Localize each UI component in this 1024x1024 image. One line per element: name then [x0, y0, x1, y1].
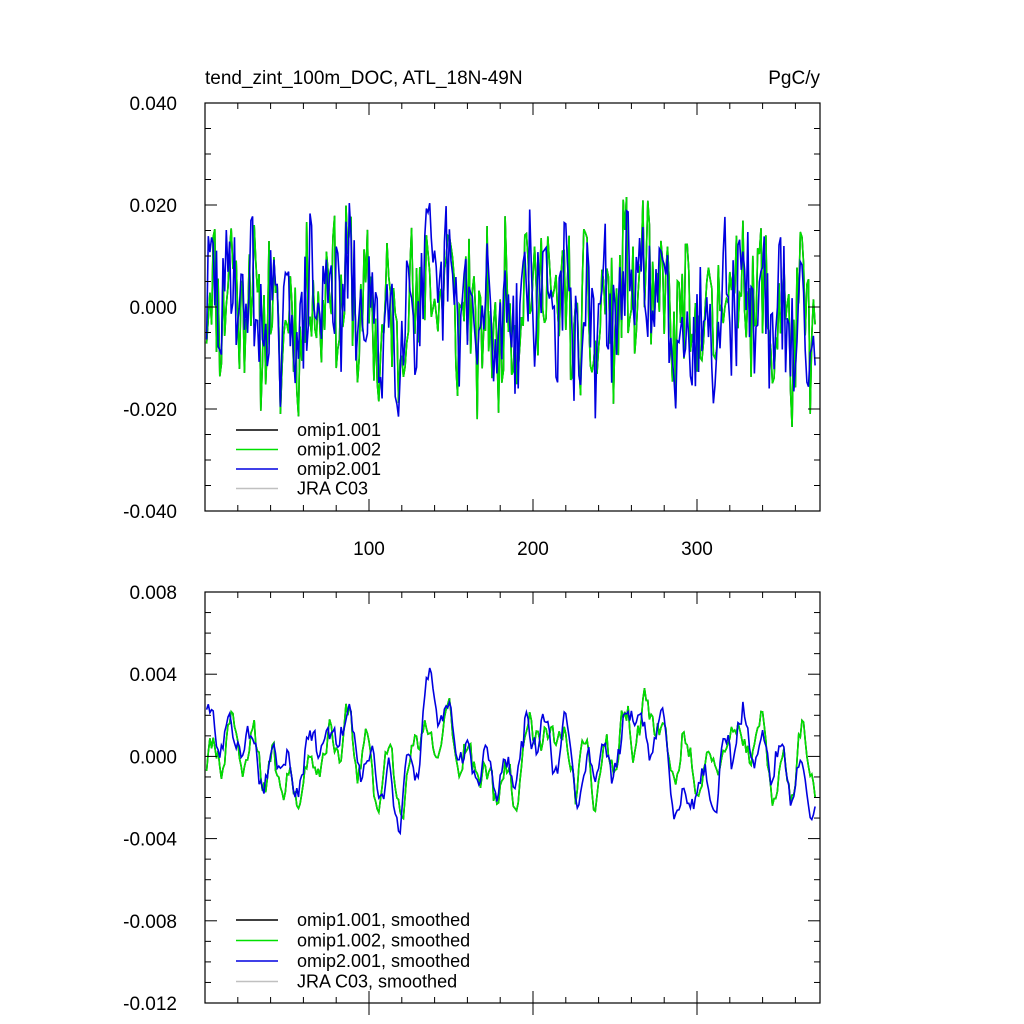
legend-label: omip1.001, smoothed [297, 910, 470, 930]
legend-label: omip1.001 [297, 420, 381, 440]
series-line-omip1-002-smoothed [205, 688, 816, 821]
y-tick-label: 0.008 [129, 583, 177, 604]
series-line-omip2-001-smoothed [205, 667, 816, 836]
series-line-omip2-001 [205, 202, 816, 419]
y-tick-label: -0.004 [123, 830, 177, 851]
legend-label: omip2.001 [297, 459, 381, 479]
y-tick-label: -0.012 [123, 994, 177, 1015]
bottom-panel: -0.012 -0.008 -0.004 0.000 0.004 0.008 omip1.0… [123, 583, 821, 1015]
x-tick-label: 300 [681, 539, 713, 560]
series-line-omip1-001-smoothed [205, 688, 816, 821]
y-tick-label: -0.008 [123, 912, 177, 933]
y-tick-label: 0.004 [129, 665, 177, 686]
series-group [205, 196, 816, 428]
legend-label: JRA C03 [297, 479, 368, 499]
legend-label: JRA C03, smoothed [297, 972, 457, 992]
y-tick-label: 0.000 [129, 747, 177, 768]
legend-label: omip2.001, smoothed [297, 951, 470, 971]
legend-label: omip1.002 [297, 440, 381, 460]
series-group [205, 667, 816, 836]
chart-title: tend_zint_100m_DOC, ATL_18N-49N [205, 68, 523, 89]
x-tick-label: 100 [353, 539, 385, 560]
y-tick-label: 0.040 [129, 94, 177, 115]
y-tick-label: -0.020 [123, 400, 177, 421]
x-tick-label: 200 [517, 539, 549, 560]
legend-label: omip1.002, smoothed [297, 931, 470, 951]
y-tick-label: 0.000 [129, 298, 177, 319]
y-tick-label: 0.020 [129, 196, 177, 217]
y-tick-label: -0.040 [123, 502, 177, 523]
units-label: PgC/y [768, 68, 820, 89]
top-panel: -0.040 -0.020 0.000 0.020 0.040 100 200 300 omip… [123, 94, 821, 560]
